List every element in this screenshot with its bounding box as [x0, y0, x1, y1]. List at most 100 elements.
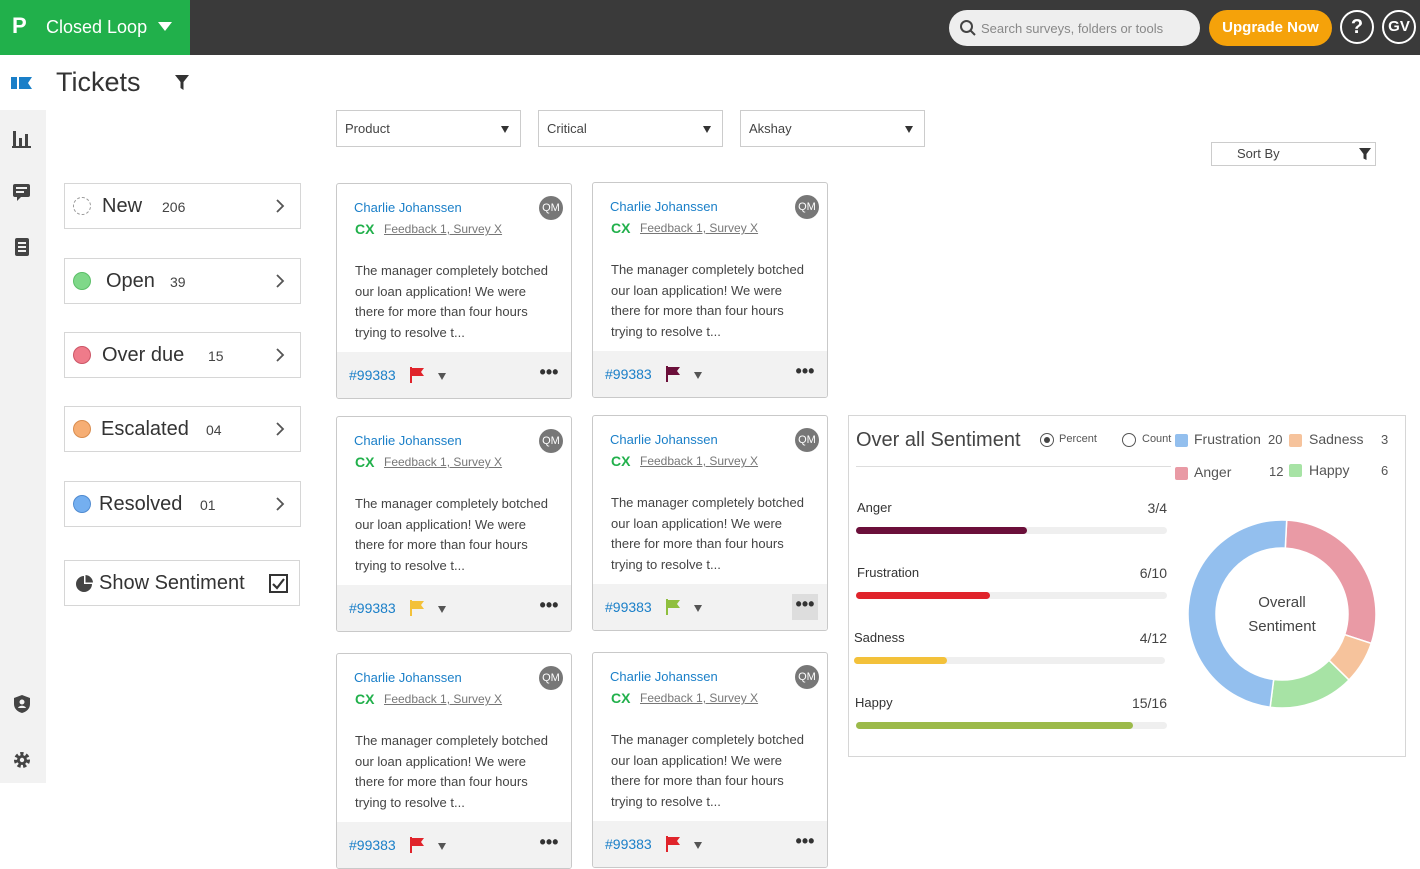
ticket-body: The manager completely botched our loan …: [355, 263, 548, 340]
chevron-down-icon[interactable]: [438, 373, 446, 380]
percent-radio[interactable]: [1040, 433, 1054, 447]
chevron-down-icon[interactable]: [694, 372, 702, 379]
pie-chart-icon: [76, 575, 93, 592]
status-label: Open: [106, 270, 155, 292]
assignee-badge: QM: [795, 195, 819, 219]
priority-filter-select[interactable]: Critical: [538, 110, 723, 147]
chevron-right-icon: [276, 497, 285, 511]
ticket-body: The manager completely botched our loan …: [611, 732, 804, 809]
chevron-down-icon[interactable]: [694, 842, 702, 849]
chevron-down-icon[interactable]: [438, 606, 446, 613]
document-icon[interactable]: [11, 236, 33, 258]
ticket-customer-name[interactable]: Charlie Johanssen: [354, 670, 462, 685]
show-sentiment-checkbox[interactable]: [269, 574, 288, 593]
flag-icon[interactable]: [409, 367, 425, 383]
tickets-icon[interactable]: [11, 72, 33, 94]
sort-by-select[interactable]: Sort By: [1211, 142, 1376, 166]
legend-value: 20: [1268, 432, 1283, 447]
ticket-id[interactable]: #99383: [605, 366, 652, 382]
ticket-source-link[interactable]: Feedback 1, Survey X: [384, 692, 503, 706]
ticket-card[interactable]: Charlie Johanssen QM CX Feedback 1, Survey …: [336, 653, 572, 869]
ticket-channel: CX: [611, 690, 631, 706]
ticket-id[interactable]: #99383: [349, 367, 396, 383]
ticket-card[interactable]: Charlie Johanssen QM CX Feedback 1, Survey …: [592, 415, 828, 631]
chevron-down-icon: [703, 126, 711, 133]
ticket-card[interactable]: Charlie Johanssen QM CX Feedback 1, Survey …: [336, 416, 572, 632]
flag-icon[interactable]: [409, 600, 425, 616]
more-options-button[interactable]: •••: [539, 832, 559, 852]
status-dot-icon: [73, 346, 91, 364]
ticket-customer-name[interactable]: Charlie Johanssen: [354, 200, 462, 215]
legend-swatch-sadness: [1289, 434, 1302, 447]
sentiment-bar-label: Sadness: [854, 630, 905, 645]
flag-icon[interactable]: [665, 599, 681, 615]
help-icon[interactable]: ?: [1340, 10, 1374, 44]
ticket-customer-name[interactable]: Charlie Johanssen: [610, 432, 718, 447]
flag-icon[interactable]: [409, 837, 425, 853]
status-dot-icon: [73, 197, 91, 215]
ticket-source-link[interactable]: Feedback 1, Survey X: [640, 454, 759, 468]
ticket-source-link[interactable]: Feedback 1, Survey X: [640, 691, 759, 705]
more-options-button[interactable]: •••: [539, 595, 559, 615]
more-options-button[interactable]: •••: [792, 594, 818, 620]
chevron-down-icon[interactable]: [694, 605, 702, 612]
ticket-card[interactable]: Charlie Johanssen QM CX Feedback 1, Survey …: [592, 652, 828, 868]
ticket-id[interactable]: #99383: [349, 600, 396, 616]
status-resolved[interactable]: Resolved 01: [64, 481, 301, 527]
ticket-customer-name[interactable]: Charlie Johanssen: [610, 199, 718, 214]
bar-chart-icon[interactable]: [11, 127, 33, 149]
status-new[interactable]: New 206: [64, 183, 301, 229]
legend-label: Happy: [1309, 462, 1350, 478]
ticket-card[interactable]: Charlie Johanssen QM CX Feedback 1, Survey …: [592, 182, 828, 398]
sentiment-bar-label: Frustration: [857, 565, 920, 580]
status-overdue[interactable]: Over due 15: [64, 332, 301, 378]
sentiment-bar-label: Happy: [855, 695, 893, 710]
legend-value: 3: [1381, 432, 1389, 447]
side-rail: [0, 55, 46, 783]
message-icon[interactable]: [11, 181, 33, 203]
status-count: 15: [208, 348, 224, 364]
ticket-source-link[interactable]: Feedback 1, Survey X: [384, 222, 503, 236]
ticket-customer-name[interactable]: Charlie Johanssen: [354, 433, 462, 448]
more-options-button[interactable]: •••: [795, 361, 815, 381]
status-dot-icon: [73, 420, 91, 438]
status-open[interactable]: Open 39: [64, 258, 301, 304]
shield-user-icon[interactable]: [11, 693, 33, 715]
donut-center-line: Sentiment: [1248, 618, 1316, 635]
product-filter-select[interactable]: Product: [336, 110, 521, 147]
search-input[interactable]: [981, 18, 1191, 38]
filter-icon[interactable]: [174, 74, 190, 92]
status-label: Resolved: [99, 493, 183, 515]
status-count: 206: [162, 199, 186, 215]
gear-icon[interactable]: [11, 749, 33, 771]
show-sentiment-label: Show Sentiment: [99, 572, 245, 594]
upgrade-button[interactable]: Upgrade Now: [1209, 10, 1332, 46]
more-options-button[interactable]: •••: [795, 831, 815, 851]
ticket-id[interactable]: #99383: [349, 837, 396, 853]
assignee-filter-select[interactable]: Akshay: [740, 110, 925, 147]
legend-value: 12: [1269, 464, 1284, 479]
avatar[interactable]: GV: [1382, 10, 1416, 44]
flag-icon[interactable]: [665, 836, 681, 852]
show-sentiment-toggle[interactable]: Show Sentiment: [64, 560, 300, 606]
status-escalated[interactable]: Escalated 04: [64, 406, 301, 452]
chevron-down-icon[interactable]: [438, 843, 446, 850]
ticket-id[interactable]: #99383: [605, 836, 652, 852]
ticket-card[interactable]: Charlie Johanssen QM CX Feedback 1, Survey …: [336, 183, 572, 399]
more-options-button[interactable]: •••: [539, 362, 559, 382]
product-filter-value: Product: [345, 121, 390, 136]
search-box[interactable]: [949, 10, 1200, 46]
ticket-customer-name[interactable]: Charlie Johanssen: [610, 669, 718, 684]
donut-slice-frustration: [1187, 519, 1288, 709]
legend-label: Anger: [1194, 464, 1232, 480]
ticket-channel: CX: [611, 220, 631, 236]
ticket-source-link[interactable]: Feedback 1, Survey X: [384, 455, 503, 469]
legend-value: 6: [1381, 463, 1389, 478]
ticket-source-link[interactable]: Feedback 1, Survey X: [640, 221, 759, 235]
ticket-id[interactable]: #99383: [605, 599, 652, 615]
ticket-channel: CX: [355, 454, 375, 470]
flag-icon[interactable]: [665, 366, 681, 382]
count-radio[interactable]: [1122, 433, 1136, 447]
chevron-down-icon: [501, 126, 509, 133]
app-switcher[interactable]: P Closed Loop: [0, 0, 190, 55]
